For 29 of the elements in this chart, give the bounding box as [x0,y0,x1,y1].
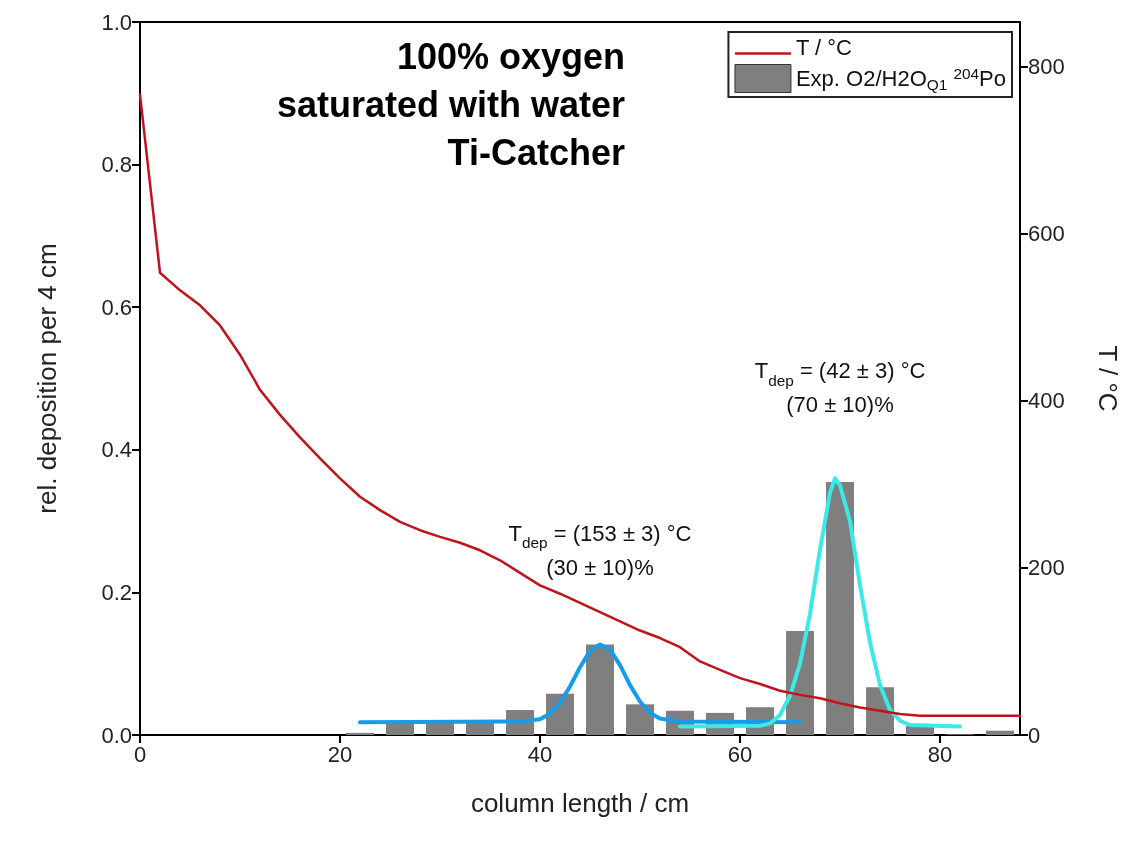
y2-tick-label: 600 [1028,220,1065,246]
bar [586,644,614,735]
y-axis-title: rel. deposition per 4 cm [32,243,62,514]
bar [626,704,654,735]
y-tick-label: 0.8 [101,152,132,178]
y2-axis-title: T / °C [1093,345,1123,412]
annotation: saturated with water [276,83,625,125]
line-series [358,642,802,725]
bar [346,732,374,735]
y2-tick-label: 200 [1028,555,1065,581]
y2-tick-label: 400 [1028,388,1065,414]
bar [986,730,1014,735]
x-tick-label: 40 [527,741,553,767]
annotation: Ti-Catcher [447,131,625,173]
y-tick-label: 0.0 [101,722,132,748]
x-tick-label: 0 [133,741,147,767]
x-tick-label: 60 [727,741,753,767]
annotation: 100% oxygen [396,35,625,77]
y-tick-label: 0.4 [101,437,132,463]
x-axis-title: column length / cm [470,788,690,818]
y-tick-label: 0.6 [101,294,132,320]
y2-tick-label: 0 [1028,722,1041,748]
x-tick-label: 20 [327,741,353,767]
legend-label: T / °C [795,34,853,60]
x-tick-label: 80 [927,741,953,767]
bar [826,481,854,735]
y2-tick-label: 800 [1028,53,1065,79]
y-tick-label: 0.2 [101,579,132,605]
y-tick-label: 1.0 [101,9,132,35]
